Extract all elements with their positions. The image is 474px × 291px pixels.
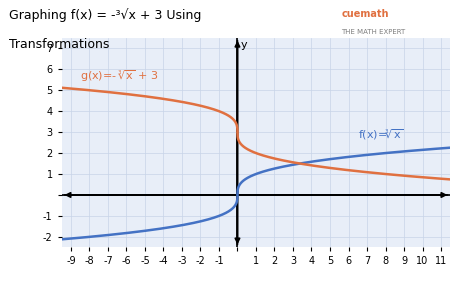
Text: f(x)=$\!\sqrt[3]{\rm x}$: f(x)=$\!\sqrt[3]{\rm x}$ bbox=[358, 127, 403, 142]
Text: THE MATH EXPERT: THE MATH EXPERT bbox=[341, 29, 406, 35]
Text: Transformations: Transformations bbox=[9, 38, 110, 51]
Text: g(x)=- $\!\sqrt[3]{\rm x}$ + 3: g(x)=- $\!\sqrt[3]{\rm x}$ + 3 bbox=[80, 68, 158, 84]
Text: y: y bbox=[241, 40, 247, 50]
Text: Graphing f(x) = -³√x + 3 Using: Graphing f(x) = -³√x + 3 Using bbox=[9, 9, 202, 22]
Text: cuemath: cuemath bbox=[341, 9, 389, 19]
